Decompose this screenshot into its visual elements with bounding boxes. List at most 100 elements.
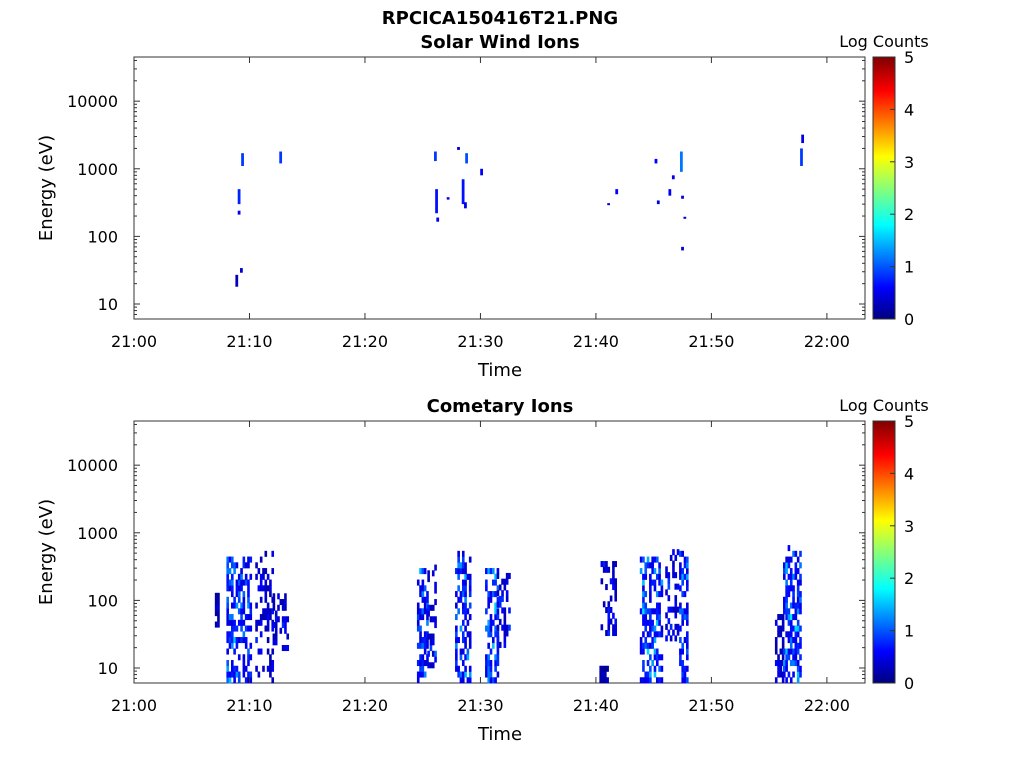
- spectrogram-cell: [271, 660, 275, 667]
- spectrogram-cell: [660, 585, 664, 592]
- spectrogram-cell: [642, 614, 645, 621]
- spectrogram-cell: [505, 590, 509, 597]
- spectrogram-cell: [485, 660, 488, 667]
- spectrogram-cell: [487, 677, 490, 684]
- spectrogram-cell: [228, 579, 232, 586]
- spectrogram-cell: [794, 550, 798, 557]
- spectrogram-cell: [796, 642, 800, 649]
- spectrogram-cell: [419, 637, 422, 644]
- spectrogram-cell: [431, 639, 435, 646]
- spectrogram-cell: [605, 566, 608, 573]
- y-tick-label: 100: [87, 227, 118, 246]
- spectrogram-cell: [686, 665, 689, 672]
- spectrogram-cell: [480, 168, 483, 176]
- spectrogram-cell: [255, 619, 258, 626]
- spectrogram-cell: [505, 572, 509, 579]
- spectrogram-cell: [794, 660, 798, 667]
- spectrogram-cell: [658, 614, 661, 621]
- spectrogram-cell: [416, 660, 420, 667]
- spectrogram-cell: [503, 607, 507, 614]
- spectrogram-cell: [228, 585, 232, 592]
- spectrogram-cell: [655, 654, 659, 661]
- spectrogram-cell: [658, 579, 661, 586]
- spectrogram-cell: [653, 585, 657, 592]
- spectrogram-cell: [262, 608, 265, 615]
- y-tick-label: 10000: [67, 92, 118, 111]
- spectrogram-cell: [686, 568, 689, 575]
- spectrogram-cell: [429, 633, 433, 640]
- spectrogram-cell: [242, 591, 246, 598]
- spectrogram-cell: [247, 654, 250, 661]
- spectrogram-cell: [651, 625, 654, 632]
- spectrogram-cell: [461, 637, 465, 644]
- spectrogram-cell: [247, 596, 250, 603]
- spectrogram-cell: [785, 596, 788, 603]
- spectrogram-cell: [284, 622, 287, 629]
- spectrogram-cell: [792, 596, 795, 603]
- spectrogram-cell: [231, 631, 234, 638]
- spectrogram-cell: [655, 602, 659, 609]
- spectrogram-cell: [423, 631, 427, 638]
- spectrogram-cell: [226, 637, 229, 644]
- spectrogram-cell: [249, 642, 253, 649]
- spectrogram-cell: [266, 619, 270, 626]
- spectrogram-cell: [459, 671, 463, 678]
- spectrogram-cell: [501, 578, 504, 585]
- spectrogram-cell: [429, 604, 433, 611]
- spectrogram-cell: [681, 579, 684, 586]
- spectrogram-cell: [644, 602, 648, 609]
- spectrogram-cell: [269, 579, 272, 586]
- spectrogram-cell: [496, 568, 500, 575]
- y-tick-label: 100: [87, 591, 118, 610]
- spectrogram-cell: [787, 591, 791, 598]
- spectrogram-cell: [464, 614, 467, 621]
- spectrogram-cell: [800, 148, 803, 166]
- spectrogram-cell: [683, 591, 687, 598]
- spectrogram-cell: [468, 556, 472, 563]
- spectrogram-cell: [459, 677, 463, 684]
- spectrogram-cell: [489, 671, 493, 678]
- spectrogram-cell: [271, 648, 275, 655]
- spectrogram-cell: [644, 614, 648, 621]
- spectrogram-cell: [231, 637, 234, 644]
- spectrogram-cell: [468, 642, 472, 649]
- spectrogram-cell: [799, 642, 802, 649]
- colorbar-tick-label: 1: [904, 622, 914, 641]
- spectrogram-cell: [421, 671, 425, 678]
- spectrogram-cell: [674, 554, 678, 561]
- spectrogram-cell: [421, 637, 425, 644]
- spectrogram-cell: [787, 648, 791, 655]
- spectrogram-cell: [612, 578, 615, 585]
- spectrogram-cell: [271, 625, 275, 632]
- spectrogram-cell: [226, 573, 229, 580]
- spectrogram-cell: [421, 660, 425, 667]
- spectrogram-cell: [457, 585, 460, 592]
- spectrogram-cell: [255, 562, 258, 569]
- spectrogram-cell: [434, 599, 437, 606]
- spectrogram-cell: [787, 556, 791, 563]
- spectrogram-cell: [799, 671, 802, 678]
- spectrogram-cell: [658, 608, 661, 615]
- spectrogram-cell: [465, 153, 468, 164]
- spectrogram-cell: [606, 665, 609, 672]
- spectrogram-cell: [679, 660, 682, 667]
- spectrogram-cell: [668, 189, 672, 196]
- spectrogram-cell: [419, 591, 422, 598]
- spectrogram-cell: [237, 579, 241, 586]
- x-tick-label: 21:10: [226, 696, 272, 715]
- spectrogram-cell: [461, 568, 465, 575]
- spectrogram-cell: [612, 624, 615, 631]
- spectrogram-cell: [655, 648, 659, 655]
- spectrogram-cell: [487, 596, 490, 603]
- spectrogram-cell: [461, 556, 465, 563]
- spectrogram-cell: [426, 596, 429, 603]
- spectrogram-cell: [228, 642, 232, 649]
- spectrogram-cell: [667, 595, 671, 602]
- spectrogram-cell: [279, 627, 283, 634]
- spectrogram-cell: [792, 671, 795, 678]
- spectrogram-cell: [468, 631, 472, 638]
- spectrogram-cell: [262, 585, 265, 592]
- spectrogram-cell: [672, 572, 675, 579]
- spectrogram-cell: [416, 677, 420, 684]
- spectrogram-cell: [423, 642, 427, 649]
